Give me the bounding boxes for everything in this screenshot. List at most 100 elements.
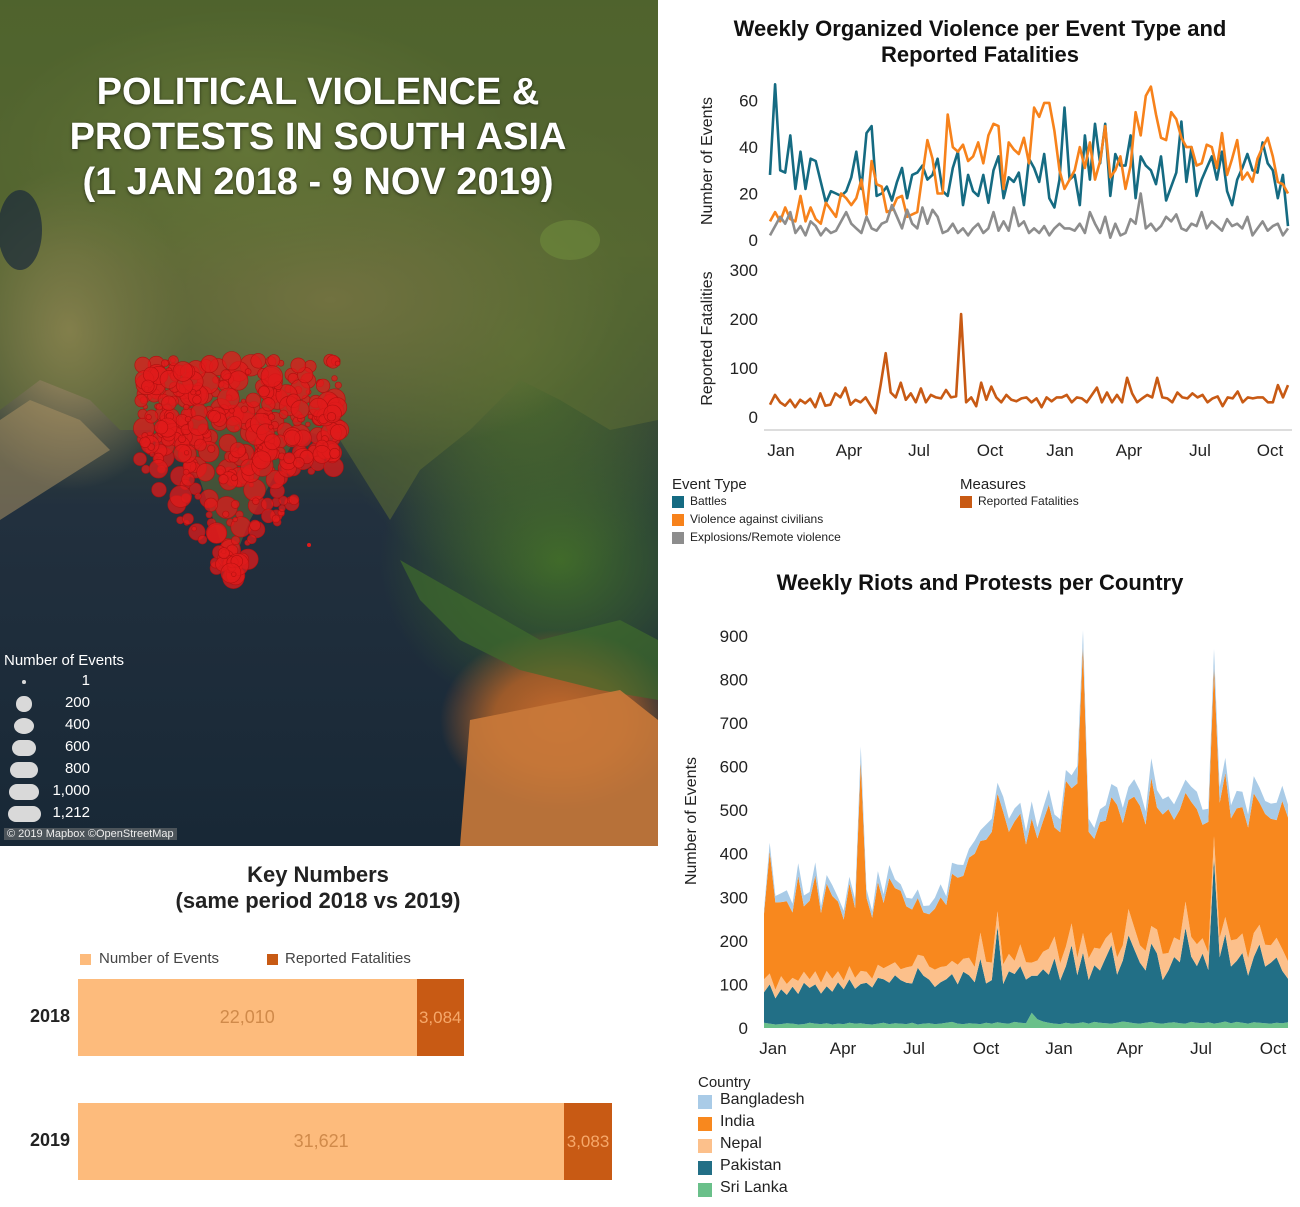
- event-bubble[interactable]: [203, 497, 218, 512]
- event-bubble[interactable]: [244, 368, 252, 375]
- event-bubbles[interactable]: [0, 0, 658, 846]
- event-bubble[interactable]: [205, 522, 228, 544]
- event-bubble[interactable]: [290, 400, 310, 419]
- event-bubble[interactable]: [205, 511, 213, 519]
- event-bubble[interactable]: [228, 407, 235, 414]
- legend-item[interactable]: Pakistan: [698, 1157, 781, 1179]
- fatalities-bar[interactable]: 3,084: [416, 979, 464, 1056]
- violence-chart[interactable]: 0 20 40 60 Number of Events 0 100 200 300 Reporte…: [660, 70, 1300, 470]
- event-bubble[interactable]: [184, 450, 190, 456]
- event-bubble[interactable]: [194, 492, 202, 500]
- event-bubble[interactable]: [177, 434, 187, 443]
- event-bubble[interactable]: [145, 414, 152, 421]
- event-bubble[interactable]: [182, 513, 194, 525]
- event-bubble[interactable]: [222, 351, 242, 371]
- event-bubble[interactable]: [190, 389, 197, 396]
- area-series[interactable]: [764, 1012, 1288, 1028]
- event-bubble[interactable]: [160, 359, 169, 368]
- event-bubble[interactable]: [225, 416, 243, 433]
- event-bubble[interactable]: [267, 413, 276, 421]
- event-bubble[interactable]: [252, 450, 272, 470]
- event-bubble[interactable]: [316, 378, 331, 393]
- event-bubble[interactable]: [139, 436, 151, 448]
- event-bubble[interactable]: [240, 405, 248, 413]
- event-bubble[interactable]: [133, 452, 147, 466]
- event-bubble[interactable]: [192, 395, 202, 405]
- events-bar[interactable]: 31,621: [78, 1103, 566, 1180]
- event-bubble[interactable]: [148, 459, 169, 479]
- area-series[interactable]: [764, 858, 1288, 1025]
- event-bubble[interactable]: [232, 516, 238, 523]
- event-bubble[interactable]: [194, 438, 207, 452]
- legend-item[interactable]: India: [698, 1113, 755, 1135]
- event-bubble[interactable]: [196, 463, 215, 482]
- event-bubble[interactable]: [261, 397, 276, 412]
- event-bubble[interactable]: [191, 526, 197, 532]
- event-bubble[interactable]: [154, 420, 169, 435]
- event-bubble[interactable]: [143, 366, 159, 383]
- event-bubble[interactable]: [161, 395, 177, 411]
- event-bubble[interactable]: [260, 365, 283, 388]
- event-bubble[interactable]: [230, 474, 238, 482]
- event-bubble[interactable]: [271, 514, 281, 524]
- series-line[interactable]: [768, 192, 1290, 239]
- event-bubble[interactable]: [334, 381, 342, 389]
- event-bubble[interactable]: [151, 482, 167, 498]
- event-bubble[interactable]: [183, 403, 190, 411]
- event-bubble[interactable]: [187, 415, 209, 436]
- event-bubble[interactable]: [245, 392, 261, 408]
- event-bubble[interactable]: [184, 416, 192, 423]
- event-bubble[interactable]: [307, 543, 311, 547]
- event-bubble[interactable]: [230, 499, 240, 509]
- event-bubble[interactable]: [134, 394, 148, 408]
- series-line[interactable]: [768, 85, 1290, 225]
- legend-item[interactable]: Sri Lanka: [698, 1179, 788, 1201]
- event-bubble[interactable]: [284, 429, 301, 446]
- legend-item[interactable]: Violence against civilians: [672, 511, 823, 529]
- legend-item[interactable]: Reported Fatalities: [960, 493, 1079, 511]
- event-bubble[interactable]: [197, 534, 208, 545]
- event-bubble[interactable]: [207, 444, 216, 453]
- event-bubble[interactable]: [293, 457, 305, 469]
- area-series[interactable]: [764, 836, 1288, 999]
- event-bubble[interactable]: [222, 510, 230, 518]
- event-bubble[interactable]: [334, 360, 341, 367]
- event-bubble[interactable]: [218, 547, 230, 559]
- event-bubble[interactable]: [329, 447, 341, 459]
- event-bubble[interactable]: [267, 354, 281, 367]
- event-bubble[interactable]: [220, 562, 242, 584]
- event-bubble[interactable]: [250, 353, 266, 369]
- event-bubble[interactable]: [228, 370, 249, 391]
- event-bubble[interactable]: [283, 452, 296, 464]
- series-line[interactable]: [768, 312, 1290, 415]
- event-bubble[interactable]: [307, 413, 314, 420]
- event-bubble[interactable]: [305, 421, 311, 427]
- legend-item[interactable]: Battles: [672, 493, 747, 511]
- event-bubble[interactable]: [268, 424, 274, 430]
- event-bubble[interactable]: [169, 485, 192, 508]
- event-bubble[interactable]: [218, 474, 229, 485]
- event-bubble[interactable]: [172, 361, 194, 382]
- event-bubble[interactable]: [278, 409, 289, 420]
- event-bubble[interactable]: [231, 535, 241, 546]
- legend-item[interactable]: Nepal: [698, 1135, 762, 1157]
- protest-chart[interactable]: 0 100 200 300 400 500 600 700 800 900 Number of Ev…: [660, 600, 1300, 1070]
- events-bar[interactable]: 22,010: [78, 979, 418, 1056]
- event-bubble[interactable]: [241, 398, 246, 404]
- event-bubble[interactable]: [288, 494, 300, 506]
- event-bubble[interactable]: [215, 465, 226, 476]
- event-bubble[interactable]: [265, 470, 285, 490]
- fatalities-bar[interactable]: 3,083: [564, 1103, 612, 1180]
- event-bubble[interactable]: [330, 423, 347, 441]
- event-bubble[interactable]: [173, 444, 192, 463]
- event-bubble[interactable]: [258, 385, 270, 398]
- event-bubble[interactable]: [181, 472, 195, 487]
- map-credit[interactable]: © 2019 Mapbox ©OpenStreetMap: [4, 828, 177, 840]
- legend-item[interactable]: Explosions/Remote violence: [672, 529, 841, 547]
- legend-item[interactable]: Bangladesh: [698, 1091, 805, 1113]
- event-bubble[interactable]: [264, 433, 281, 451]
- event-bubble[interactable]: [278, 504, 286, 512]
- event-bubble[interactable]: [326, 412, 337, 422]
- event-bubble[interactable]: [141, 464, 151, 474]
- event-bubble[interactable]: [217, 387, 240, 411]
